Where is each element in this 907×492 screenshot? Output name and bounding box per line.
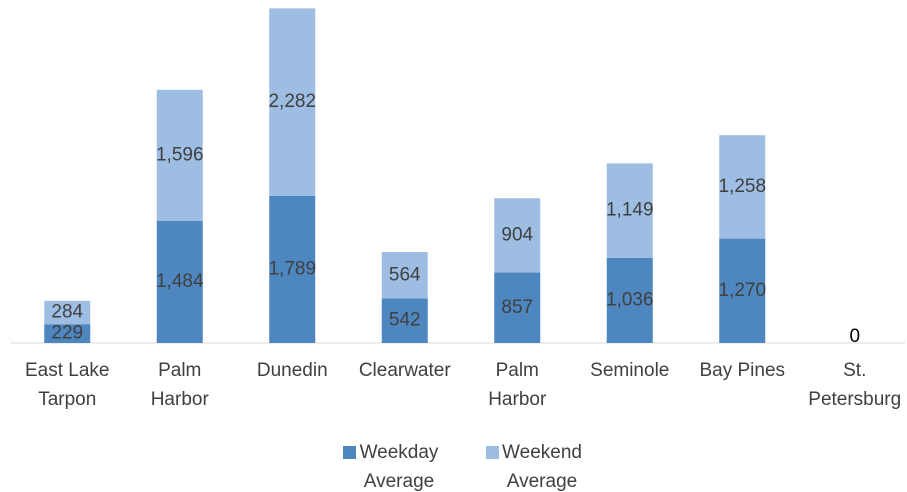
data-label: 564 <box>389 264 421 285</box>
data-label: 284 <box>51 302 83 323</box>
bar-segment <box>44 324 91 343</box>
bar-segment <box>381 252 428 299</box>
data-label: 1,484 <box>156 271 204 292</box>
x-tick-label: Bay Pines <box>699 360 786 381</box>
legend-swatch <box>343 446 356 459</box>
data-label: 2,282 <box>268 91 316 112</box>
bar-segment <box>44 300 91 325</box>
bar-segment <box>156 89 203 222</box>
bar-segment <box>269 8 316 196</box>
data-label: 0 <box>849 326 860 347</box>
x-tick-label: Clearwater <box>358 360 451 381</box>
data-label: 229 <box>51 323 83 344</box>
x-tick-label: Dunedin <box>256 360 328 381</box>
bar-segment <box>606 163 653 258</box>
data-label: 1,036 <box>606 289 654 310</box>
bar-segment <box>156 221 203 343</box>
data-label: 904 <box>501 224 533 245</box>
legend-swatch <box>486 446 499 459</box>
bar-segment <box>606 257 653 343</box>
x-tick-label: Palm Harbor <box>150 360 209 410</box>
data-label: 857 <box>501 297 533 318</box>
bar-segment <box>494 198 541 273</box>
data-label: 1,789 <box>268 258 316 279</box>
bar-segment <box>719 135 766 239</box>
data-label: 1,596 <box>156 144 204 165</box>
bar-segment <box>494 272 541 343</box>
legend-label: Weekend Average <box>502 442 582 492</box>
legend-label: Weekday Average <box>359 442 439 492</box>
data-label: 1,270 <box>718 280 766 301</box>
x-tick-label: Palm Harbor <box>488 360 547 410</box>
data-label: 1,149 <box>606 200 654 221</box>
data-label: 542 <box>389 310 421 331</box>
data-label: 1,258 <box>718 176 766 197</box>
x-tick-label: Seminole <box>590 360 670 381</box>
bar-segment <box>269 195 316 343</box>
x-tick-label: East Lake Tarpon <box>25 360 110 410</box>
bar-segment <box>719 238 766 343</box>
x-tick-label: St. Petersburg <box>808 360 902 410</box>
bar-segment <box>381 298 428 343</box>
